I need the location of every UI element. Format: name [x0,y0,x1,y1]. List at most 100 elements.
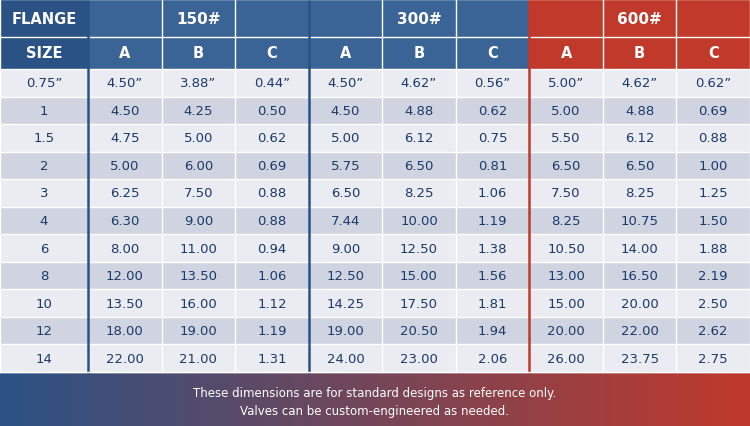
Bar [694,372,698,426]
Text: Valves can be custom-engineered as needed.: Valves can be custom-engineered as neede… [241,404,509,417]
Text: 8.00: 8.00 [110,242,140,255]
Bar [603,38,676,70]
Text: 4.62”: 4.62” [622,77,658,90]
Bar [285,372,290,426]
Bar [248,372,252,426]
Bar [88,0,309,38]
Text: 150#: 150# [176,12,220,26]
Bar [79,372,83,426]
Text: 1.5: 1.5 [34,132,55,145]
Bar [98,372,102,426]
Text: 6.00: 6.00 [184,159,213,173]
Bar [202,372,207,426]
Bar [600,372,604,426]
Bar [124,372,128,426]
Bar [334,372,338,426]
Bar [131,372,136,426]
Bar [128,372,132,426]
Text: 6.25: 6.25 [110,187,140,200]
Text: 14: 14 [35,352,52,365]
Bar [456,38,530,70]
Bar [0,345,750,372]
Text: 1.19: 1.19 [478,215,507,227]
Bar [309,0,530,38]
Bar [551,372,556,426]
Bar [379,372,383,426]
Bar [364,372,368,426]
Text: 10.50: 10.50 [548,242,585,255]
Text: 14.25: 14.25 [326,297,364,310]
Bar [0,38,88,70]
Bar [235,38,309,70]
Bar [0,207,750,235]
Text: 4.75: 4.75 [110,132,140,145]
Bar [431,372,436,426]
Text: 26.00: 26.00 [548,352,585,365]
Bar [530,0,750,38]
Bar [60,372,64,426]
Bar [480,372,484,426]
Bar [349,372,353,426]
Text: C: C [488,46,498,61]
Bar [446,372,451,426]
Bar [716,372,721,426]
Bar [88,38,161,70]
Text: 16.50: 16.50 [621,270,658,282]
Text: 0.50: 0.50 [257,104,286,118]
Bar [188,372,192,426]
Bar [172,372,177,426]
Bar [484,372,488,426]
Bar [390,372,394,426]
Text: 20.50: 20.50 [400,325,438,337]
Bar [709,372,713,426]
Bar [30,372,34,426]
Text: 15.00: 15.00 [400,270,438,282]
Bar [458,372,462,426]
Text: 0.62: 0.62 [478,104,507,118]
Bar [0,125,750,152]
Text: 4.50”: 4.50” [327,77,364,90]
Bar [22,372,27,426]
Bar [510,372,515,426]
Bar [664,372,668,426]
Bar [338,372,342,426]
Bar [413,372,417,426]
Bar [742,372,747,426]
Bar [608,372,612,426]
Bar [68,372,72,426]
Text: 5.00: 5.00 [184,132,213,145]
Bar [409,372,413,426]
Bar [206,372,211,426]
Bar [82,372,87,426]
Text: 22.00: 22.00 [621,325,658,337]
Text: 6.30: 6.30 [110,215,140,227]
Text: 23.75: 23.75 [620,352,658,365]
Bar [199,372,203,426]
Text: 4.88: 4.88 [625,104,654,118]
Bar [488,372,492,426]
Bar [368,372,372,426]
Bar [615,372,620,426]
Bar [676,38,750,70]
Bar [712,372,717,426]
Bar [311,372,316,426]
Text: 1.56: 1.56 [478,270,507,282]
Text: 13.00: 13.00 [548,270,585,282]
Bar [0,152,750,180]
Text: 1.19: 1.19 [257,325,286,337]
Bar [585,372,590,426]
Bar [304,372,308,426]
Text: 0.81: 0.81 [478,159,507,173]
Text: 5.50: 5.50 [551,132,580,145]
Text: 6.50: 6.50 [625,159,654,173]
Bar [495,372,500,426]
Bar [319,372,323,426]
Text: B: B [413,46,424,61]
Text: 1.50: 1.50 [698,215,728,227]
Text: 4.25: 4.25 [184,104,213,118]
Text: 18.00: 18.00 [106,325,144,337]
Bar [292,372,297,426]
Bar [649,372,653,426]
Bar [592,372,597,426]
Bar [94,372,98,426]
